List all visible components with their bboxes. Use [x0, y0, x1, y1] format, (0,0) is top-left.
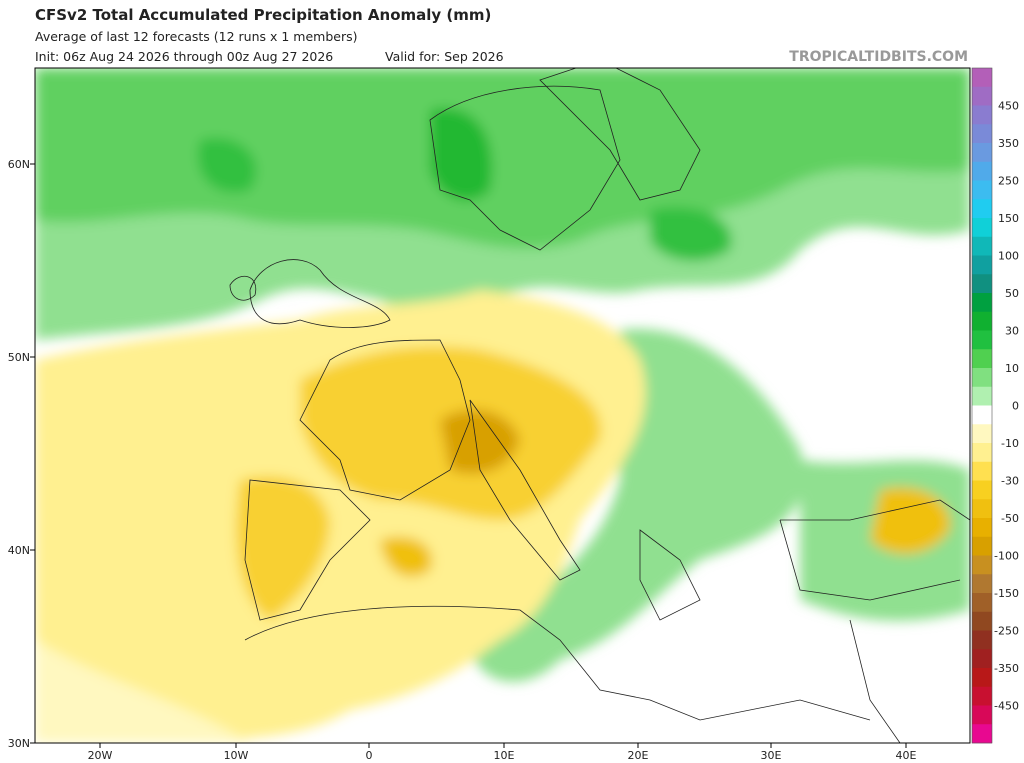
- map-frame: [34, 67, 971, 744]
- colorbar-label: -350: [994, 662, 1019, 675]
- colorbar-label: -150: [994, 587, 1019, 600]
- colorbar-segment: [972, 86, 992, 106]
- lon-label: 30E: [761, 749, 782, 762]
- colorbar-segment: [972, 274, 992, 294]
- colorbar-segment: [972, 443, 992, 463]
- colorbar-segment: [972, 499, 992, 519]
- lon-label: 20E: [628, 749, 649, 762]
- subtitle: Average of last 12 forecasts (12 runs x …: [35, 29, 357, 44]
- colorbar-segment: [972, 368, 992, 388]
- colorbar-label: 100: [998, 250, 1019, 263]
- colorbar-segment: [972, 236, 992, 256]
- colorbar-segment: [972, 349, 992, 369]
- colorbar-segment: [972, 649, 992, 669]
- lon-label: 10W: [224, 749, 249, 762]
- colorbar-label: 30: [1005, 325, 1019, 338]
- colorbar-segment: [972, 518, 992, 538]
- colorbar-segment: [972, 293, 992, 313]
- colorbar-label: -250: [994, 625, 1019, 638]
- colorbar-label: 0: [1012, 400, 1019, 413]
- colorbar-label: 150: [998, 212, 1019, 225]
- colorbar-label: -50: [1001, 512, 1019, 525]
- colorbar-segment: [972, 686, 992, 706]
- colorbar-segment: [972, 705, 992, 725]
- lon-label: 0: [366, 749, 373, 762]
- colorbar-segment: [972, 143, 992, 163]
- lat-label: 50N: [8, 351, 30, 364]
- title: CFSv2 Total Accumulated Precipitation An…: [35, 6, 491, 24]
- colorbar-frame: [971, 67, 993, 744]
- colorbar-segment: [972, 311, 992, 331]
- colorbar-segment: [972, 199, 992, 219]
- colorbar-segment: [972, 161, 992, 181]
- colorbar-segment: [972, 386, 992, 406]
- colorbar-label: 10: [1005, 362, 1019, 375]
- colorbar-segment: [972, 480, 992, 500]
- colorbar-segment: [972, 180, 992, 200]
- colorbar-segment: [972, 105, 992, 125]
- colorbar-segment: [972, 68, 992, 88]
- colorbar-segment: [972, 255, 992, 275]
- lat-label: 40N: [8, 544, 30, 557]
- map: [35, 68, 970, 743]
- colorbar-segment: [972, 611, 992, 631]
- colorbar-label: -450: [994, 700, 1019, 713]
- colorbar-segment: [972, 330, 992, 350]
- colorbar-segment: [972, 124, 992, 144]
- colorbar-label: 250: [998, 175, 1019, 188]
- colorbar-label: 350: [998, 137, 1019, 150]
- colorbar-segment: [972, 668, 992, 688]
- colorbar-segment: [972, 724, 992, 744]
- colorbar-label: 450: [998, 100, 1019, 113]
- colorbar-segment: [972, 630, 992, 650]
- lon-label: 40E: [896, 749, 917, 762]
- lat-label: 30N: [8, 737, 30, 750]
- colorbar-label: -10: [1001, 437, 1019, 450]
- colorbar-segment: [972, 574, 992, 594]
- colorbar-segment: [972, 218, 992, 238]
- lon-label: 10E: [494, 749, 515, 762]
- colorbar-segment: [972, 461, 992, 481]
- lat-label: 60N: [8, 158, 30, 171]
- valid-time: Valid for: Sep 2026: [385, 49, 504, 64]
- colorbar-segment: [972, 536, 992, 556]
- colorbar-segment: [972, 424, 992, 444]
- colorbar-label: -100: [994, 550, 1019, 563]
- colorbar-label: 50: [1005, 287, 1019, 300]
- colorbar-label: -30: [1001, 475, 1019, 488]
- colorbar-segment: [972, 405, 992, 425]
- colorbar-segment: [972, 593, 992, 613]
- init-time: Init: 06z Aug 24 2026 through 00z Aug 27…: [35, 49, 333, 64]
- colorbar-segment: [972, 555, 992, 575]
- watermark: TROPICALTIDBITS.COM: [789, 49, 968, 65]
- lon-label: 20W: [88, 749, 113, 762]
